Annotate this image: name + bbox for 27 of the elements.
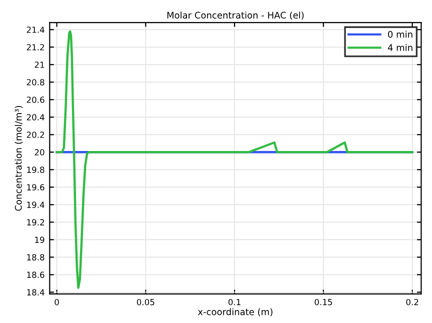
y-axis-title: Concentration (mol/m³) xyxy=(14,106,23,211)
y-tick-label: 20.8 xyxy=(26,79,44,86)
y-tick-label: 18.4 xyxy=(27,289,44,296)
y-tick-label: 20.6 xyxy=(26,96,44,103)
legend-label: 0 min xyxy=(388,30,412,38)
x-tick-label: 0 xyxy=(54,298,59,306)
y-tick-label: 21.4 xyxy=(26,26,44,33)
y-tick-label: 19.4 xyxy=(27,202,44,208)
x-tick-label: 0.2 xyxy=(406,298,418,306)
x-tick-label: 0.15 xyxy=(314,298,332,306)
y-tick-label: 19 xyxy=(35,236,44,243)
y-tick-label: 20.4 xyxy=(26,114,44,120)
y-tick-label: 19.6 xyxy=(27,184,44,190)
x-tick-label: 0.05 xyxy=(136,298,154,306)
x-axis-title: x-coordinate (m) xyxy=(198,308,272,316)
line-series xyxy=(56,30,414,289)
y-tick-label: 21 xyxy=(34,62,44,68)
y-tick-label: 19.2 xyxy=(27,219,44,226)
y-tick-label: 20.2 xyxy=(26,132,44,138)
y-tick-label: 18.6 xyxy=(27,272,44,278)
legend-label: 4 min xyxy=(388,44,412,51)
y-tick-label: 18.8 xyxy=(27,254,44,260)
y-tick-label: 19.8 xyxy=(27,166,44,173)
chart-title: Molar Concentration - HAC (el) xyxy=(167,12,304,20)
y-tick-label: 20 xyxy=(34,149,44,156)
x-tick-label: 0.1 xyxy=(228,298,240,306)
y-tick-label: 21.2 xyxy=(26,44,44,50)
